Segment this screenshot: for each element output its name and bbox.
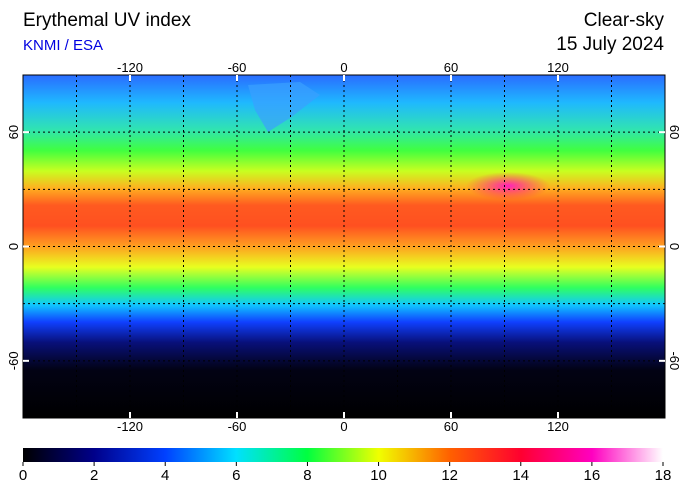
y-tick-label: -60 (6, 351, 21, 370)
y-tick-label: 60 (6, 125, 21, 139)
y-tick-label: 0 (667, 243, 682, 250)
x-tick-label: -120 (117, 419, 143, 434)
x-tick-label: 0 (340, 419, 347, 434)
x-tick-label: 60 (444, 60, 458, 75)
uv-hotspot (466, 172, 550, 200)
greenland (248, 82, 320, 132)
y-tick-label: -60 (667, 351, 682, 370)
date: 15 July 2024 (556, 34, 664, 55)
colorbar-label: 2 (90, 467, 98, 484)
y-tick-label: 0 (6, 243, 21, 250)
y-tick-label: 60 (667, 125, 682, 139)
x-tick-label: 60 (444, 419, 458, 434)
x-tick-label: 120 (547, 60, 569, 75)
x-tick-label: -60 (228, 419, 247, 434)
x-tick-label: 0 (340, 60, 347, 75)
colorbar-label: 18 (655, 467, 672, 484)
colorbar-label: 12 (441, 467, 458, 484)
x-tick-label: 120 (547, 419, 569, 434)
colorbar (23, 448, 663, 462)
colorbar-label: 16 (584, 467, 601, 484)
mode: Clear-sky (584, 10, 665, 31)
x-tick-label: -60 (228, 60, 247, 75)
colorbar-label: 6 (232, 467, 240, 484)
source: KNMI / ESA (23, 37, 103, 54)
colorbar-label: 14 (512, 467, 529, 484)
colorbar-label: 10 (370, 467, 387, 484)
colorbar-label: 4 (161, 467, 169, 484)
colorbar-label: 0 (19, 467, 27, 484)
title: Erythemal UV index (23, 10, 191, 31)
colorbar-label: 8 (303, 467, 311, 484)
x-tick-label: -120 (117, 60, 143, 75)
